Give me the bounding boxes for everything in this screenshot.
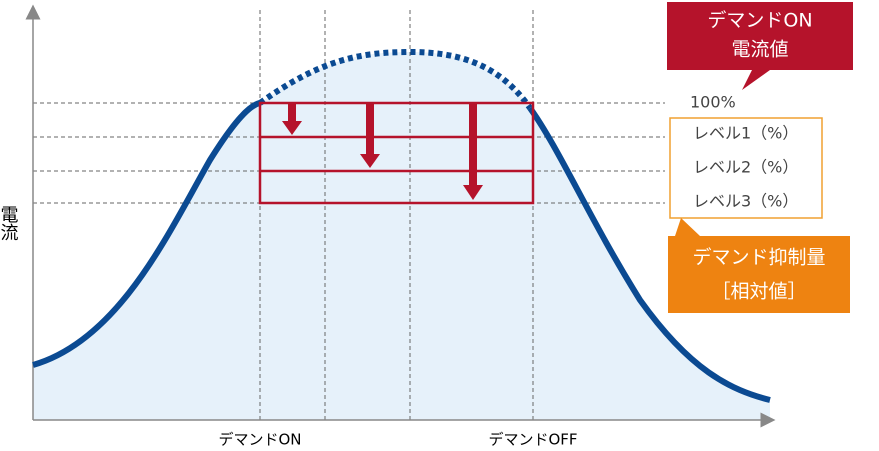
- on-callout-box: [667, 2, 853, 90]
- x-label: デマンドON: [218, 431, 301, 449]
- levels-box: [669, 117, 823, 219]
- suppression-callout-box: [668, 218, 850, 313]
- level-100: 100%: [690, 93, 736, 112]
- x-label: デマンドOFF: [488, 431, 577, 449]
- suppression-callout-text: ［相対値］: [711, 281, 806, 303]
- level-box: [258, 101, 535, 205]
- guides: [33, 10, 665, 420]
- arrows: [282, 103, 483, 200]
- on-callout-text: 電流値: [731, 39, 788, 61]
- curve: [32, 100, 261, 368]
- y-axis-label: 電流: [0, 205, 19, 241]
- level-label: レベル3（%）: [693, 192, 798, 211]
- level-label: レベル1（%）: [693, 124, 798, 143]
- level-label: レベル2（%）: [693, 158, 798, 177]
- curve-dotted: [258, 48, 533, 110]
- curve: [527, 106, 771, 403]
- suppression-callout-text: デマンド抑制量: [692, 247, 825, 269]
- curve-fill: [33, 52, 770, 420]
- on-callout-text: デマンドON: [707, 10, 812, 32]
